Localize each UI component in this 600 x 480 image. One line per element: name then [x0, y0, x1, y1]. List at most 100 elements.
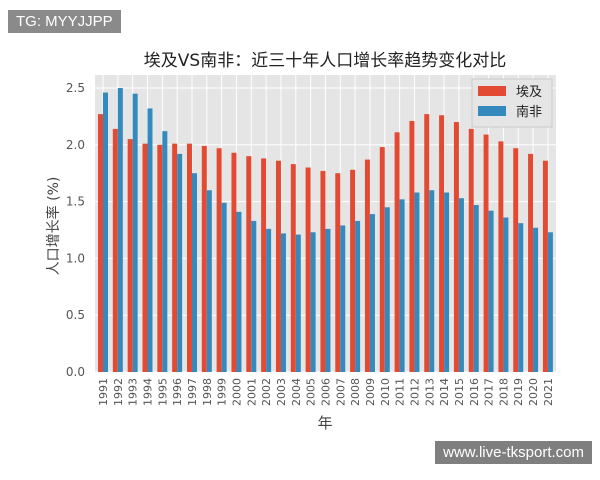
- legend-swatch-south-africa: [478, 106, 506, 116]
- bar-south-africa-2013: [429, 190, 435, 372]
- x-tick-label: 1994: [141, 378, 154, 406]
- bar-south-africa-2001: [251, 220, 257, 372]
- x-tick-label: 1997: [186, 378, 199, 406]
- bar-south-africa-2010: [384, 207, 390, 372]
- bar-south-africa-2017: [488, 210, 494, 372]
- bar-egypt-1997: [186, 143, 192, 372]
- bar-south-africa-1991: [103, 92, 108, 372]
- bar-egypt-2017: [483, 134, 489, 372]
- bar-egypt-2019: [513, 148, 519, 372]
- x-tick-label: 2016: [468, 378, 481, 406]
- bar-south-africa-1994: [147, 108, 153, 372]
- x-tick-label: 2004: [290, 378, 303, 406]
- legend-label-south-africa: 南非: [516, 104, 542, 120]
- bar-south-africa-2002: [266, 228, 272, 372]
- bar-south-africa-1999: [221, 202, 227, 372]
- bar-south-africa-2021: [547, 232, 553, 372]
- x-tick-label: 2015: [453, 378, 466, 406]
- y-tick-label: 2.5: [66, 81, 85, 95]
- x-tick-label: 2020: [527, 378, 540, 406]
- x-tick-label: 2012: [408, 378, 421, 406]
- x-tick-label: 2021: [542, 378, 555, 406]
- bar-south-africa-2012: [414, 192, 420, 372]
- bar-egypt-2001: [246, 156, 252, 372]
- bar-egypt-2008: [350, 169, 356, 372]
- bar-egypt-2015: [453, 122, 459, 372]
- bar-south-africa-2019: [518, 223, 524, 372]
- x-tick-label: 2000: [230, 378, 243, 406]
- legend: 埃及 南非: [471, 78, 553, 128]
- x-tick-label: 2006: [319, 378, 332, 406]
- x-tick-label: 1998: [201, 378, 214, 406]
- watermark-bottom-right: www.live-tksport.com: [435, 441, 592, 464]
- x-tick-label: 2019: [512, 378, 525, 406]
- bar-south-africa-2014: [444, 192, 450, 372]
- legend-swatch-egypt: [478, 86, 506, 96]
- bar-egypt-2003: [275, 160, 281, 372]
- x-tick-label: 2008: [349, 378, 362, 406]
- x-tick-label: 2003: [275, 378, 288, 406]
- y-tick-label: 0.5: [66, 308, 85, 322]
- bar-egypt-2005: [305, 167, 311, 372]
- bar-egypt-1996: [172, 143, 178, 372]
- y-axis-label: 人口增长率 (%): [45, 177, 62, 276]
- bar-south-africa-1992: [117, 88, 123, 372]
- bar-south-africa-2018: [503, 217, 509, 372]
- x-axis-label: 年: [317, 414, 332, 432]
- watermark-top-left: TG: MYYJJPP: [8, 10, 121, 33]
- x-tick-label: 2009: [364, 378, 377, 406]
- x-tick-label: 1991: [97, 378, 110, 406]
- bar-south-africa-1993: [132, 93, 138, 373]
- bar-egypt-1999: [216, 148, 222, 372]
- bar-egypt-1992: [112, 128, 118, 372]
- bar-egypt-2018: [498, 141, 504, 372]
- bar-south-africa-1995: [162, 131, 168, 372]
- x-tick-label: 1996: [171, 378, 184, 406]
- y-tick-label: 2.0: [66, 138, 85, 152]
- bar-egypt-2021: [542, 160, 548, 372]
- bar-south-africa-1997: [191, 173, 197, 372]
- x-tick-label: 1995: [156, 378, 169, 406]
- bar-south-africa-2015: [458, 198, 464, 372]
- x-tick-label: 2017: [483, 378, 496, 406]
- bar-egypt-2016: [468, 128, 474, 372]
- x-tick-label: 1999: [216, 378, 229, 406]
- x-tick-label: 2014: [438, 378, 451, 406]
- y-tick-label: 1.0: [66, 251, 85, 265]
- x-tick-label: 1992: [112, 378, 125, 406]
- x-tick-label: 2013: [423, 378, 436, 406]
- x-tick-label: 2001: [245, 378, 258, 406]
- bar-south-africa-1996: [177, 153, 183, 372]
- bar-egypt-2010: [379, 147, 385, 372]
- bar-south-africa-2003: [280, 233, 286, 372]
- bar-egypt-2009: [364, 159, 370, 372]
- bar-south-africa-2006: [325, 228, 331, 372]
- bar-south-africa-2007: [340, 225, 346, 372]
- bar-south-africa-2020: [533, 227, 539, 372]
- bar-south-africa-2004: [295, 234, 301, 372]
- x-tick-label: 2018: [497, 378, 510, 406]
- bar-egypt-1994: [142, 143, 148, 372]
- bar-egypt-1993: [127, 139, 133, 372]
- x-tick-label: 2005: [305, 378, 318, 406]
- bar-south-africa-2008: [355, 220, 361, 372]
- bar-south-africa-2005: [310, 232, 316, 372]
- bar-egypt-2007: [335, 173, 341, 372]
- bar-egypt-2013: [424, 114, 430, 373]
- x-tick-label: 1993: [127, 378, 140, 406]
- bar-south-africa-2000: [236, 211, 242, 372]
- bar-egypt-1998: [201, 145, 207, 372]
- chart-title: 埃及VS南非：近三十年人口增长率趋势变化对比: [144, 51, 506, 71]
- x-tick-label: 2002: [260, 378, 273, 406]
- y-tick-label: 0.0: [66, 365, 85, 379]
- bar-egypt-2011: [394, 132, 400, 372]
- bar-south-africa-2016: [473, 205, 479, 372]
- bar-egypt-2006: [320, 170, 326, 372]
- bar-egypt-2002: [261, 158, 267, 372]
- bar-south-africa-1998: [206, 190, 212, 372]
- bar-south-africa-2011: [399, 199, 405, 372]
- x-tick-label: 2010: [379, 378, 392, 406]
- x-tick-label: 2007: [334, 378, 347, 406]
- bar-egypt-2000: [231, 152, 237, 372]
